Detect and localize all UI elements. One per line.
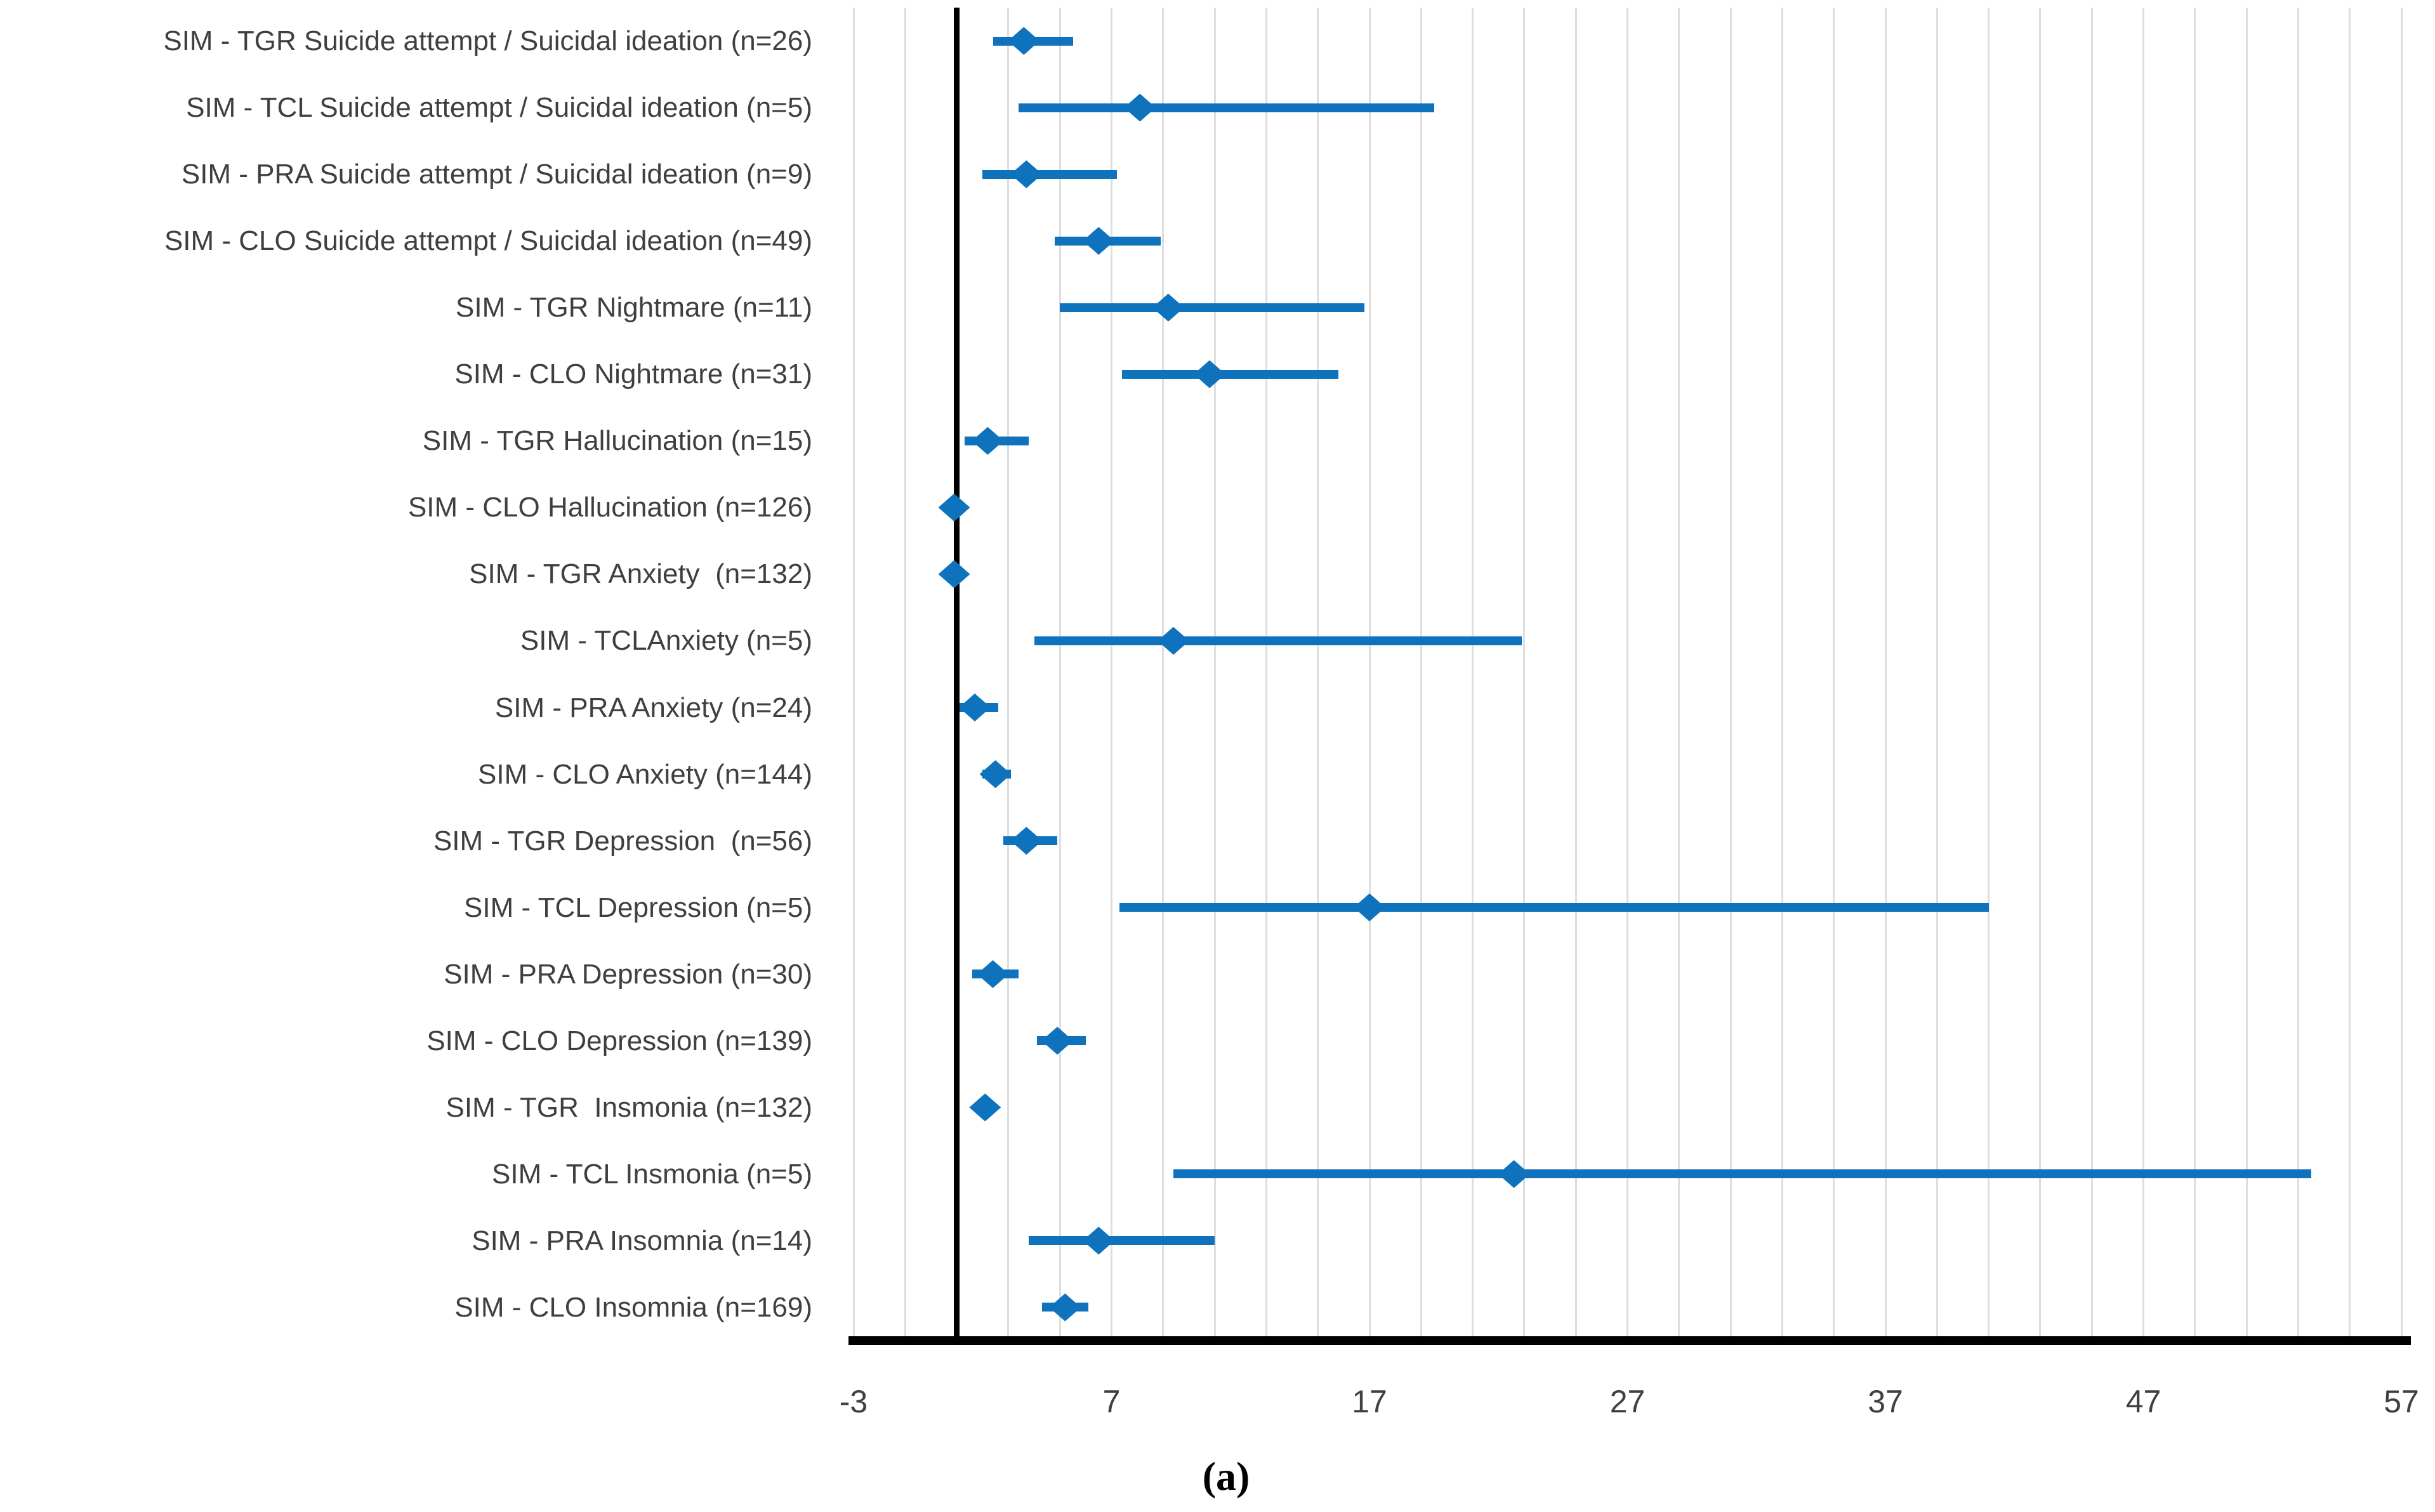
category-label: SIM - CLO Nightmare (n=31) — [454, 358, 812, 390]
gridline — [1988, 8, 1990, 1336]
category-label: SIM - TGR Suicide attempt / Suicidal ide… — [163, 25, 812, 57]
category-label: SIM - CLO Depression (n=139) — [426, 1025, 812, 1056]
category-label: SIM - TCLAnxiety (n=5) — [520, 625, 812, 657]
category-label: SIM - TGR Anxiety (n=132) — [469, 558, 812, 590]
ci-line — [982, 169, 1117, 179]
ci-line — [1119, 903, 1989, 912]
diamond-marker — [1083, 227, 1115, 255]
reference-line — [954, 8, 960, 1345]
x-tick-label: 37 — [1868, 1384, 1903, 1419]
diamond-marker — [1193, 360, 1225, 388]
category-label: SIM - CLO Insomnia (n=169) — [454, 1291, 812, 1323]
category-label: SIM - TCL Insmonia (n=5) — [492, 1158, 812, 1190]
diamond-marker — [1010, 827, 1043, 855]
category-label: SIM - PRA Depression (n=30) — [444, 958, 812, 990]
x-tick-label: 17 — [1352, 1384, 1387, 1419]
diamond-marker — [1083, 1226, 1115, 1255]
gridline — [852, 8, 855, 1336]
ci-line — [1019, 103, 1434, 112]
ci-line — [1060, 303, 1364, 312]
diamond-marker — [979, 760, 1012, 789]
category-label: SIM - PRA Suicide attempt / Suicidal ide… — [181, 159, 812, 190]
gridline — [1884, 8, 1887, 1336]
gridline — [1420, 8, 1422, 1336]
ci-line — [1034, 636, 1522, 645]
gridline — [1162, 8, 1165, 1336]
gridline — [2400, 8, 2403, 1336]
diamond-marker — [1354, 893, 1385, 922]
gridline — [1213, 8, 1216, 1336]
gridline — [1472, 8, 1474, 1336]
category-label: SIM - TGR Depression (n=56) — [433, 825, 812, 857]
gridline — [1317, 8, 1319, 1336]
ci-line — [1121, 369, 1339, 379]
category-label: SIM - PRA Anxiety (n=24) — [494, 692, 812, 723]
x-tick-label: -3 — [839, 1384, 868, 1419]
category-label: SIM - TGR Nightmare (n=11) — [456, 292, 812, 324]
x-tick-label: 57 — [2384, 1384, 2419, 1419]
category-label: SIM - TGR Insmonia (n=132) — [445, 1091, 813, 1123]
category-label: SIM - TGR Hallucination (n=15) — [422, 425, 812, 457]
diamond-marker — [938, 560, 970, 588]
gridline — [1007, 8, 1010, 1336]
gridline — [1729, 8, 1732, 1336]
diamond-marker — [959, 694, 991, 722]
diamond-marker — [1049, 1293, 1081, 1322]
gridline — [1627, 8, 1628, 1336]
gridline — [1833, 8, 1835, 1336]
category-label: SIM - PRA Insomnia (n=14) — [472, 1225, 812, 1256]
category-label: SIM - CLO Suicide attempt / Suicidal ide… — [164, 225, 812, 257]
gridline — [2297, 8, 2299, 1336]
gridline — [1574, 8, 1577, 1336]
x-tick-label: 7 — [1102, 1384, 1121, 1419]
ci-line — [1173, 1169, 2311, 1179]
gridline — [904, 8, 906, 1336]
diamond-marker — [977, 960, 1009, 989]
diamond-marker — [938, 493, 970, 522]
ci-line — [1029, 1236, 1215, 1246]
diamond-marker — [969, 1093, 1001, 1122]
x-tick-label: 47 — [2125, 1384, 2161, 1419]
gridline — [1936, 8, 1938, 1336]
diamond-marker — [1041, 1027, 1074, 1055]
category-label: SIM - CLO Hallucination (n=126) — [407, 492, 812, 523]
diamond-marker — [1008, 27, 1040, 55]
diamond-marker — [972, 426, 1004, 455]
gridline — [1781, 8, 1783, 1336]
diamond-marker — [1152, 293, 1184, 322]
diamond-marker — [1124, 93, 1156, 122]
category-label: SIM - TCL Depression (n=5) — [464, 891, 812, 923]
gridline — [2039, 8, 2042, 1336]
gridline — [1678, 8, 1680, 1336]
gridline — [2090, 8, 2093, 1336]
diamond-marker — [1010, 160, 1043, 188]
figure-label: (a) — [1202, 1454, 1250, 1499]
gridline — [1059, 8, 1061, 1336]
x-axis-line — [848, 1336, 2411, 1345]
gridline — [1368, 8, 1371, 1336]
gridline — [2142, 8, 2144, 1336]
gridline — [1265, 8, 1267, 1336]
gridline — [1111, 8, 1112, 1336]
x-tick-label: 27 — [1609, 1384, 1646, 1419]
gridline — [2194, 8, 2196, 1336]
gridline — [1523, 8, 1526, 1336]
category-label: SIM - TCL Suicide attempt / Suicidal ide… — [186, 92, 812, 124]
gridline — [2245, 8, 2248, 1336]
category-label: SIM - CLO Anxiety (n=144) — [478, 758, 812, 790]
gridline — [2349, 8, 2351, 1336]
